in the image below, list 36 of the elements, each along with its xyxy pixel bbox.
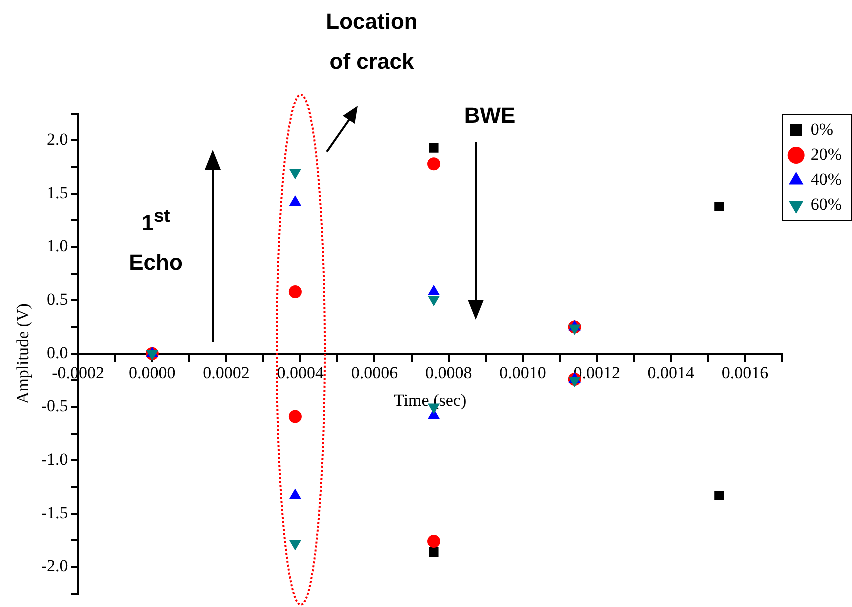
y-tick-label: -1.0 (41, 450, 68, 469)
y-tick-label: -0.5 (41, 396, 68, 416)
x-tick-label: 0.0002 (203, 364, 250, 383)
legend-label: 20% (810, 144, 842, 164)
y-tick-label: 2.0 (47, 130, 68, 150)
x-tick-label: 0.0010 (500, 364, 546, 383)
y-tick-label: -1.5 (41, 503, 68, 522)
point (288, 410, 302, 424)
y-tick-label: -2.0 (41, 556, 68, 576)
x-tick-label: 0.0004 (277, 364, 325, 383)
legend-label: 0% (810, 120, 834, 139)
legend-label: 40% (810, 170, 842, 189)
point (714, 490, 724, 500)
point (429, 547, 439, 557)
y-axis-title: Amplitude (V) (14, 304, 33, 404)
y-tick-label: 0.5 (47, 290, 68, 310)
point (288, 286, 302, 299)
y-tick-label: 1.5 (47, 183, 68, 202)
legend-label: 60% (810, 194, 842, 214)
y-tick-label: 1.0 (47, 236, 68, 256)
text: 1$^{st}$ Echo (129, 205, 183, 276)
point (428, 158, 441, 171)
point (714, 202, 724, 212)
x-tick-label: 0.0008 (425, 364, 472, 383)
text: Location of crack (325, 8, 419, 76)
annotation: BWE (463, 102, 517, 130)
x-tick-label: 0.0006 (351, 364, 398, 383)
point (428, 535, 441, 548)
x-tick-label: 0.0016 (722, 364, 769, 383)
x-tick-label: 0.0014 (648, 364, 696, 383)
point (428, 286, 440, 296)
point (290, 196, 302, 206)
point (290, 489, 302, 500)
point (429, 143, 439, 153)
x-tick-label: 0.0000 (129, 364, 176, 383)
y-tick-label: 0.0 (47, 343, 68, 362)
